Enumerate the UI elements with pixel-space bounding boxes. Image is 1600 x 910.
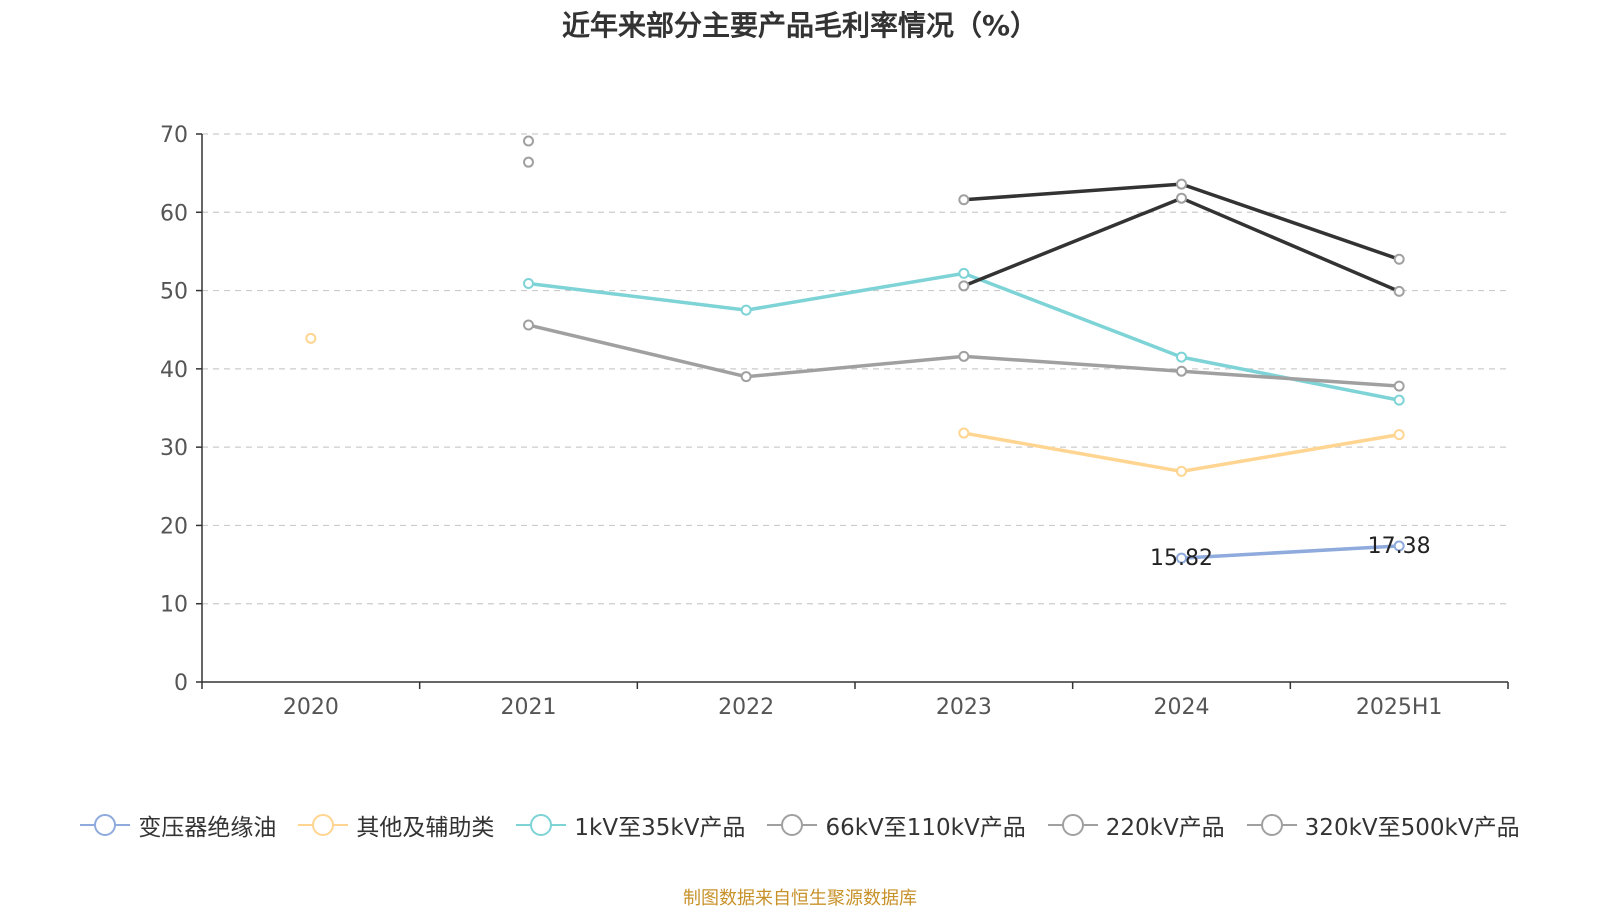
data-label-layer: 15.82 17.38 <box>1150 534 1431 571</box>
data-point[interactable] <box>740 304 752 316</box>
legend: 变压器绝缘油 其他及辅助类 1kV至35kV产品 66kV至110kV产品 220kV产… <box>0 805 1600 845</box>
legend-marker-icon <box>298 814 349 836</box>
data-point[interactable] <box>523 319 534 331</box>
data-point[interactable] <box>523 135 534 147</box>
data-point[interactable] <box>1176 552 1187 564</box>
data-point[interactable] <box>1393 285 1405 297</box>
legend-item-5[interactable]: 320kV至500kV产品 <box>1246 808 1520 842</box>
x-tick-label: 2020 <box>283 695 339 720</box>
axis-layer: 0 10 20 30 40 50 60 70 2020 2021 2022 2023 2024 2025H… <box>160 123 1509 720</box>
series-4 <box>523 156 1405 297</box>
data-point[interactable] <box>1393 253 1405 265</box>
data-point[interactable] <box>958 280 970 292</box>
grid-layer <box>202 133 1508 605</box>
y-tick-label: 40 <box>160 358 188 383</box>
legend-circle <box>1061 814 1084 836</box>
series-line <box>1181 544 1400 560</box>
legend-circle <box>312 814 335 836</box>
x-tick-label: 2024 <box>1154 695 1210 720</box>
legend-marker-icon <box>767 814 818 836</box>
data-point[interactable] <box>305 332 317 344</box>
series-line <box>963 431 1400 474</box>
data-point[interactable] <box>1393 380 1405 392</box>
data-point[interactable] <box>1393 394 1405 406</box>
data-point[interactable] <box>1393 540 1405 552</box>
legend-label: 220kV产品 <box>1105 815 1225 841</box>
legend-label: 变压器绝缘油 <box>138 815 277 841</box>
legend-circle <box>1260 814 1283 836</box>
legend-item-1[interactable]: 其他及辅助类 <box>298 808 494 842</box>
y-tick-label: 0 <box>174 671 188 696</box>
x-tick-label: 2025H1 <box>1356 695 1443 720</box>
legend-marker-icon <box>1047 814 1098 836</box>
data-point[interactable] <box>740 371 752 383</box>
data-point[interactable] <box>1393 429 1405 441</box>
series-layer <box>305 135 1405 564</box>
chart-title: 近年来部分主要产品毛利率情况（%） <box>561 9 1039 42</box>
data-point[interactable] <box>958 427 970 439</box>
data-point[interactable] <box>523 156 534 168</box>
series-line <box>528 271 1400 402</box>
data-label: 17.38 <box>1368 534 1431 559</box>
series-2 <box>523 267 1405 406</box>
data-point[interactable] <box>958 350 970 362</box>
legend-item-2[interactable]: 1kV至35kV产品 <box>516 808 745 842</box>
legend-label: 320kV至500kV产品 <box>1304 815 1520 841</box>
data-point[interactable] <box>958 194 970 206</box>
x-tick-label: 2021 <box>501 695 557 720</box>
data-point[interactable] <box>1176 351 1187 363</box>
data-point[interactable] <box>958 267 970 279</box>
y-tick-label: 10 <box>160 593 188 618</box>
series-0 <box>1176 540 1405 564</box>
legend-label: 1kV至35kV产品 <box>574 815 746 841</box>
y-tick-label: 70 <box>160 123 188 148</box>
legend-circle <box>781 814 804 836</box>
source-note: 制图数据来自恒生聚源数据库 <box>683 888 917 909</box>
x-tick-label: 2023 <box>936 695 992 720</box>
series-1 <box>305 332 1405 477</box>
legend-marker-icon <box>516 814 567 836</box>
legend-item-0[interactable]: 变压器绝缘油 <box>80 808 276 842</box>
legend-circle <box>530 814 553 836</box>
y-tick-label: 50 <box>160 280 188 305</box>
data-point[interactable] <box>1176 365 1187 377</box>
legend-marker-icon <box>1246 814 1297 836</box>
y-tick-label: 60 <box>160 201 188 226</box>
legend-item-3[interactable]: 66kV至110kV产品 <box>767 808 1026 842</box>
data-point[interactable] <box>1176 465 1187 477</box>
legend-marker-icon <box>80 814 131 836</box>
series-5 <box>523 135 1405 265</box>
data-point[interactable] <box>1176 178 1187 190</box>
data-point[interactable] <box>523 278 534 290</box>
chart-plot: 0 10 20 30 40 50 60 70 2020 2021 2022 2023 2024 2025H… <box>160 123 1509 720</box>
legend-label: 66kV至110kV产品 <box>825 815 1026 841</box>
y-tick-label: 30 <box>160 436 188 461</box>
y-tick-label: 20 <box>160 514 188 539</box>
legend-circle <box>94 814 117 836</box>
series-3 <box>523 319 1405 392</box>
data-label: 15.82 <box>1150 546 1213 571</box>
legend-label: 其他及辅助类 <box>356 815 495 841</box>
x-tick-label: 2022 <box>718 695 774 720</box>
data-point[interactable] <box>1176 192 1187 204</box>
legend-item-4[interactable]: 220kV产品 <box>1047 808 1225 842</box>
